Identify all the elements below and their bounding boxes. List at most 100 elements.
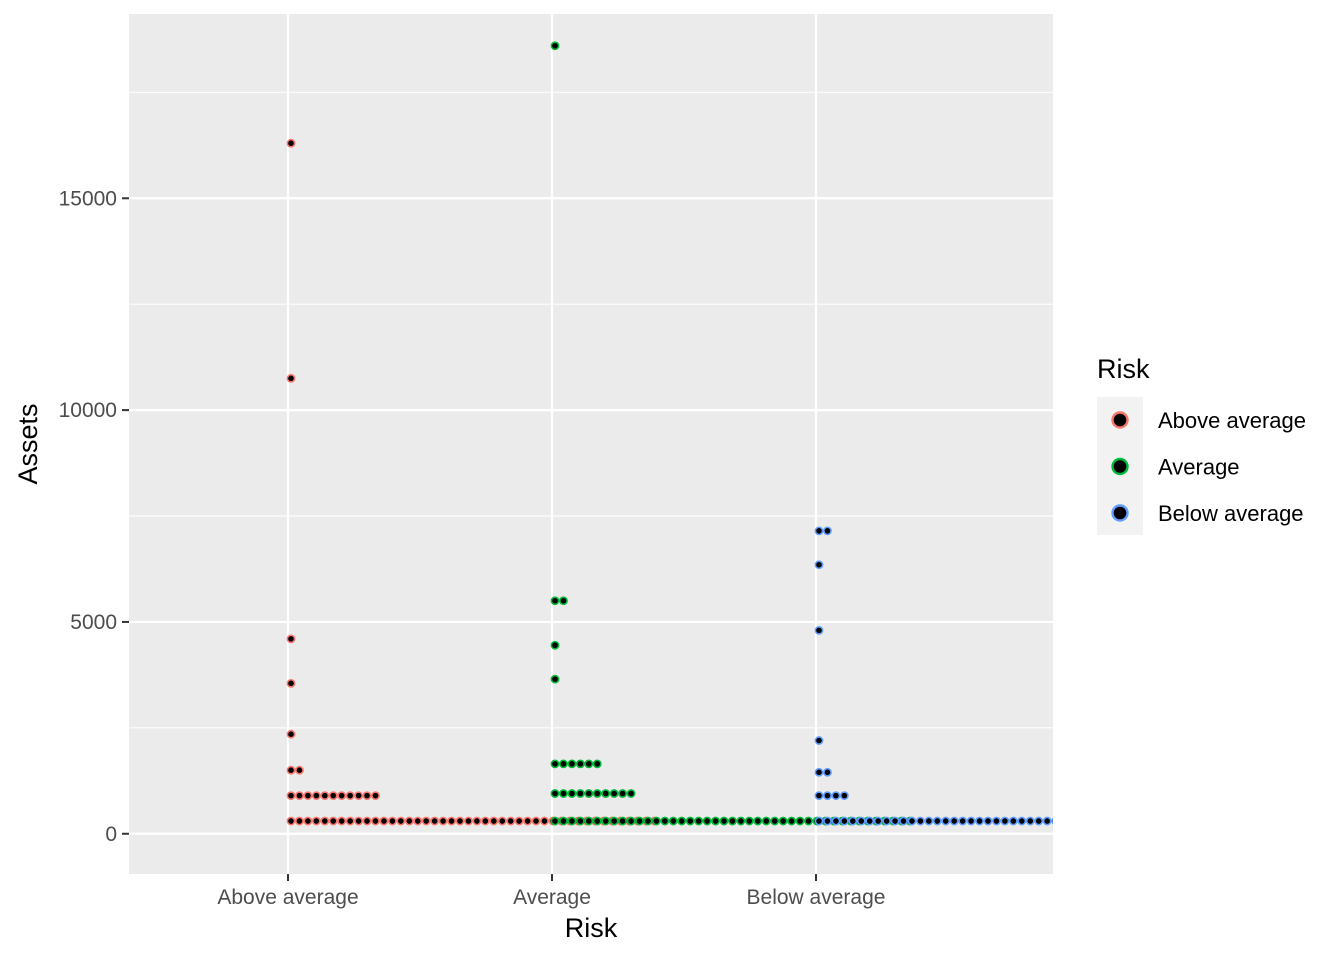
legend-title: Risk	[1097, 354, 1150, 384]
data-dot	[770, 816, 780, 826]
data-dot	[1060, 817, 1067, 824]
data-dot	[814, 626, 824, 635]
data-dot	[320, 816, 330, 826]
data-dot	[328, 816, 338, 826]
data-dot	[286, 816, 296, 826]
data-dot	[295, 791, 304, 801]
data-dot	[354, 816, 363, 826]
data-dot	[823, 816, 832, 826]
data-dot	[899, 816, 908, 826]
data-dot	[618, 816, 627, 826]
plot-panel	[129, 14, 1053, 874]
data-dot	[550, 596, 560, 606]
data-dot	[559, 816, 568, 826]
data-dot	[1094, 817, 1101, 824]
data-dot	[531, 816, 541, 826]
data-dot	[1017, 816, 1027, 826]
data-dot	[907, 816, 917, 826]
data-dot	[601, 816, 611, 826]
data-dot	[286, 373, 296, 383]
minor-gridlines	[129, 91, 1053, 729]
data-dot	[814, 560, 824, 570]
data-dot	[472, 816, 482, 826]
data-dot	[303, 791, 313, 801]
y-axis-title: Assets	[13, 403, 43, 484]
data-dot	[371, 791, 380, 801]
data-dot	[286, 729, 296, 739]
legend-key-dot	[1111, 411, 1129, 429]
data-dot	[286, 791, 296, 801]
data-dot	[685, 816, 695, 826]
data-dot	[626, 816, 636, 826]
data-dot	[1128, 817, 1135, 824]
data-dot	[975, 816, 984, 826]
data-dot	[430, 816, 440, 826]
data-dot	[523, 816, 532, 826]
data-dot	[932, 816, 942, 826]
data-dot	[567, 816, 577, 826]
data-dot	[584, 759, 594, 769]
legend-entry-label: Above average	[1158, 408, 1306, 433]
data-dot	[506, 816, 516, 826]
data-dot	[559, 789, 568, 798]
data-dot	[514, 816, 524, 826]
y-tick-label: 10000	[59, 399, 117, 422]
data-dot	[286, 634, 296, 644]
data-dot	[559, 596, 568, 606]
data-dot	[337, 791, 347, 801]
data-dot	[387, 816, 397, 826]
data-dot	[1069, 817, 1076, 824]
data-dot	[438, 816, 448, 826]
legend-key-dot	[1111, 457, 1129, 476]
data-dot	[337, 816, 347, 826]
data-dot	[362, 816, 372, 826]
data-dot	[584, 816, 594, 826]
data-dot	[1025, 816, 1035, 826]
data-dot	[856, 816, 866, 826]
data-dot	[652, 816, 661, 826]
data-dot	[1137, 817, 1144, 824]
data-dot	[966, 816, 976, 826]
data-dot	[345, 791, 355, 801]
data-dot	[550, 789, 560, 798]
data-dot	[592, 816, 602, 826]
data-dot	[550, 41, 560, 51]
data-dot	[795, 816, 805, 826]
data-dot	[550, 674, 560, 684]
data-dot	[814, 526, 824, 536]
data-dot	[320, 791, 330, 801]
data-dot	[480, 816, 490, 826]
data-dot	[328, 791, 338, 801]
x-tick-label: Below average	[747, 886, 886, 909]
data-dot	[559, 759, 568, 769]
data-dot	[286, 678, 296, 688]
data-dot	[550, 759, 560, 769]
data-dot	[804, 816, 813, 826]
data-dot	[941, 816, 951, 826]
data-dot	[916, 816, 925, 826]
data-dot	[567, 789, 577, 798]
data-dot	[626, 789, 636, 798]
data-dot	[379, 816, 389, 826]
data-dot	[567, 759, 577, 769]
data-dot	[744, 816, 754, 826]
data-dot	[865, 816, 875, 826]
data-dot	[421, 816, 431, 826]
x-tick-label: Average	[513, 886, 591, 909]
major-gridlines	[129, 14, 1053, 874]
data-dot	[787, 816, 796, 826]
data-dot	[839, 791, 849, 801]
data-dot	[882, 816, 891, 826]
data-dot	[1034, 816, 1044, 826]
data-dot	[736, 816, 746, 826]
data-dot	[550, 640, 560, 650]
data-dot	[1103, 817, 1110, 824]
data-dot	[702, 816, 712, 826]
data-dot	[396, 816, 406, 826]
data-dot	[848, 816, 858, 826]
data-dot	[1042, 816, 1052, 826]
data-dot	[464, 816, 473, 826]
data-dot	[362, 791, 372, 801]
x-axis: Above average Average Below average	[217, 874, 885, 909]
